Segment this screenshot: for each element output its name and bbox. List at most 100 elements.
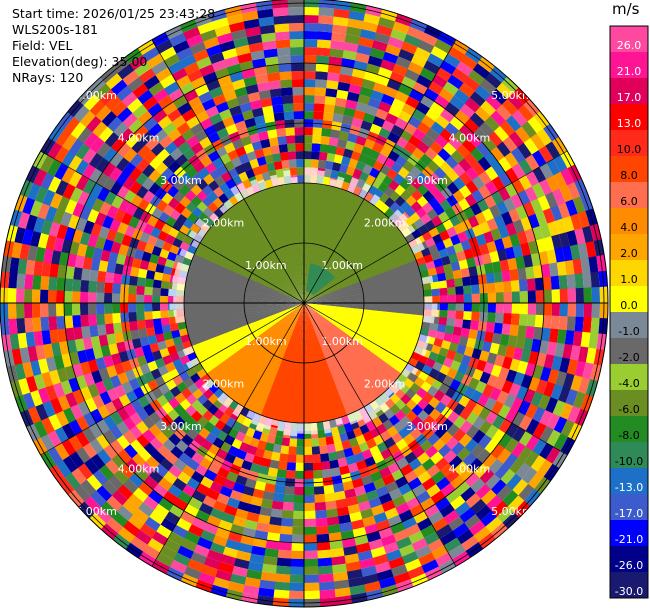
range-gate xyxy=(290,55,305,64)
range-gate xyxy=(471,189,485,204)
range-gate xyxy=(55,179,69,197)
range-gate xyxy=(454,109,471,125)
range-gate xyxy=(475,233,487,247)
range-gate xyxy=(219,108,233,121)
range-gate xyxy=(275,168,285,178)
range-gate xyxy=(215,101,230,114)
range-gate xyxy=(273,112,286,122)
range-gate xyxy=(453,222,465,235)
range-gate xyxy=(106,332,117,345)
range-gate xyxy=(370,89,385,102)
range-gate xyxy=(128,118,144,134)
range-gate xyxy=(317,429,326,439)
range-gate xyxy=(172,114,187,129)
range-gate xyxy=(436,324,447,334)
range-gate xyxy=(373,32,391,45)
velocity-ray xyxy=(233,303,304,404)
range-gate xyxy=(450,441,465,457)
range-gate xyxy=(219,40,237,53)
range-gate xyxy=(518,430,533,448)
range-gate xyxy=(179,510,196,525)
colorbar-swatch xyxy=(610,520,648,547)
range-gate xyxy=(509,268,519,282)
range-gate xyxy=(567,288,576,304)
range-gate xyxy=(480,100,497,117)
velocity-ray xyxy=(304,284,424,303)
range-gate xyxy=(358,441,370,453)
range-gate xyxy=(332,16,350,27)
range-gate xyxy=(159,545,178,560)
range-gate xyxy=(25,213,38,232)
range-gate xyxy=(104,400,118,416)
range-gate xyxy=(208,541,226,555)
colorbar-tick-label: 0.0 xyxy=(620,299,638,312)
range-gate xyxy=(325,435,335,446)
range-gate xyxy=(252,429,263,441)
range-gate xyxy=(491,414,506,430)
range-gate xyxy=(379,192,390,204)
range-gate xyxy=(122,112,139,128)
range-gate xyxy=(469,112,486,128)
range-gate xyxy=(223,406,235,418)
range-gate xyxy=(484,115,501,133)
range-gate xyxy=(303,486,315,495)
velocity-ray xyxy=(210,222,304,303)
range-gate xyxy=(434,496,451,512)
range-gate xyxy=(417,552,436,567)
range-gate xyxy=(510,313,520,326)
range-gate xyxy=(415,256,426,267)
range-gate xyxy=(61,438,77,456)
range-gate xyxy=(430,101,446,116)
range-gate xyxy=(544,397,559,415)
range-gate xyxy=(191,76,207,90)
range-gate xyxy=(510,147,526,164)
range-gate xyxy=(432,154,446,168)
range-gate xyxy=(327,72,341,82)
range-gate xyxy=(155,552,174,567)
range-gate xyxy=(155,161,169,175)
range-gate xyxy=(535,302,544,316)
range-gate xyxy=(411,483,427,498)
colorbar-tick-label: -6.0 xyxy=(618,403,639,416)
range-gate xyxy=(447,74,465,90)
range-gate xyxy=(372,116,386,128)
range-gate xyxy=(175,74,192,89)
range-gate xyxy=(22,360,34,379)
range-gate xyxy=(341,439,352,450)
range-gate xyxy=(465,180,479,195)
range-gate xyxy=(394,195,407,208)
range-gate xyxy=(336,89,350,100)
range-gate xyxy=(51,341,62,357)
range-gate xyxy=(123,147,138,163)
range-gate xyxy=(497,404,511,420)
range-gate xyxy=(318,589,336,599)
range-gate xyxy=(303,590,321,599)
range-gate xyxy=(428,244,439,255)
range-gate xyxy=(572,196,586,215)
range-gate xyxy=(440,174,454,188)
range-gate xyxy=(465,411,479,426)
azimuth-spoke xyxy=(303,302,457,567)
range-gate xyxy=(511,426,526,443)
range-gate xyxy=(499,333,510,347)
azimuth-spoke xyxy=(40,150,305,304)
range-gate xyxy=(169,445,184,459)
range-gate xyxy=(481,340,492,354)
range-gate xyxy=(323,104,336,114)
range-gate xyxy=(517,267,527,281)
range-gate xyxy=(244,117,257,129)
range-gate xyxy=(291,526,305,535)
range-gate xyxy=(139,67,157,84)
range-gate xyxy=(372,142,385,154)
range-gate xyxy=(495,104,513,122)
range-gate xyxy=(172,94,189,109)
range-gate xyxy=(255,73,270,84)
range-gate xyxy=(47,446,63,465)
edge-gate xyxy=(369,194,381,206)
range-gate xyxy=(231,515,247,528)
range-gate xyxy=(201,98,217,111)
range-gate xyxy=(199,457,213,470)
range-gate xyxy=(141,344,152,356)
range-gate xyxy=(479,371,491,385)
velocity-ray xyxy=(255,190,304,303)
